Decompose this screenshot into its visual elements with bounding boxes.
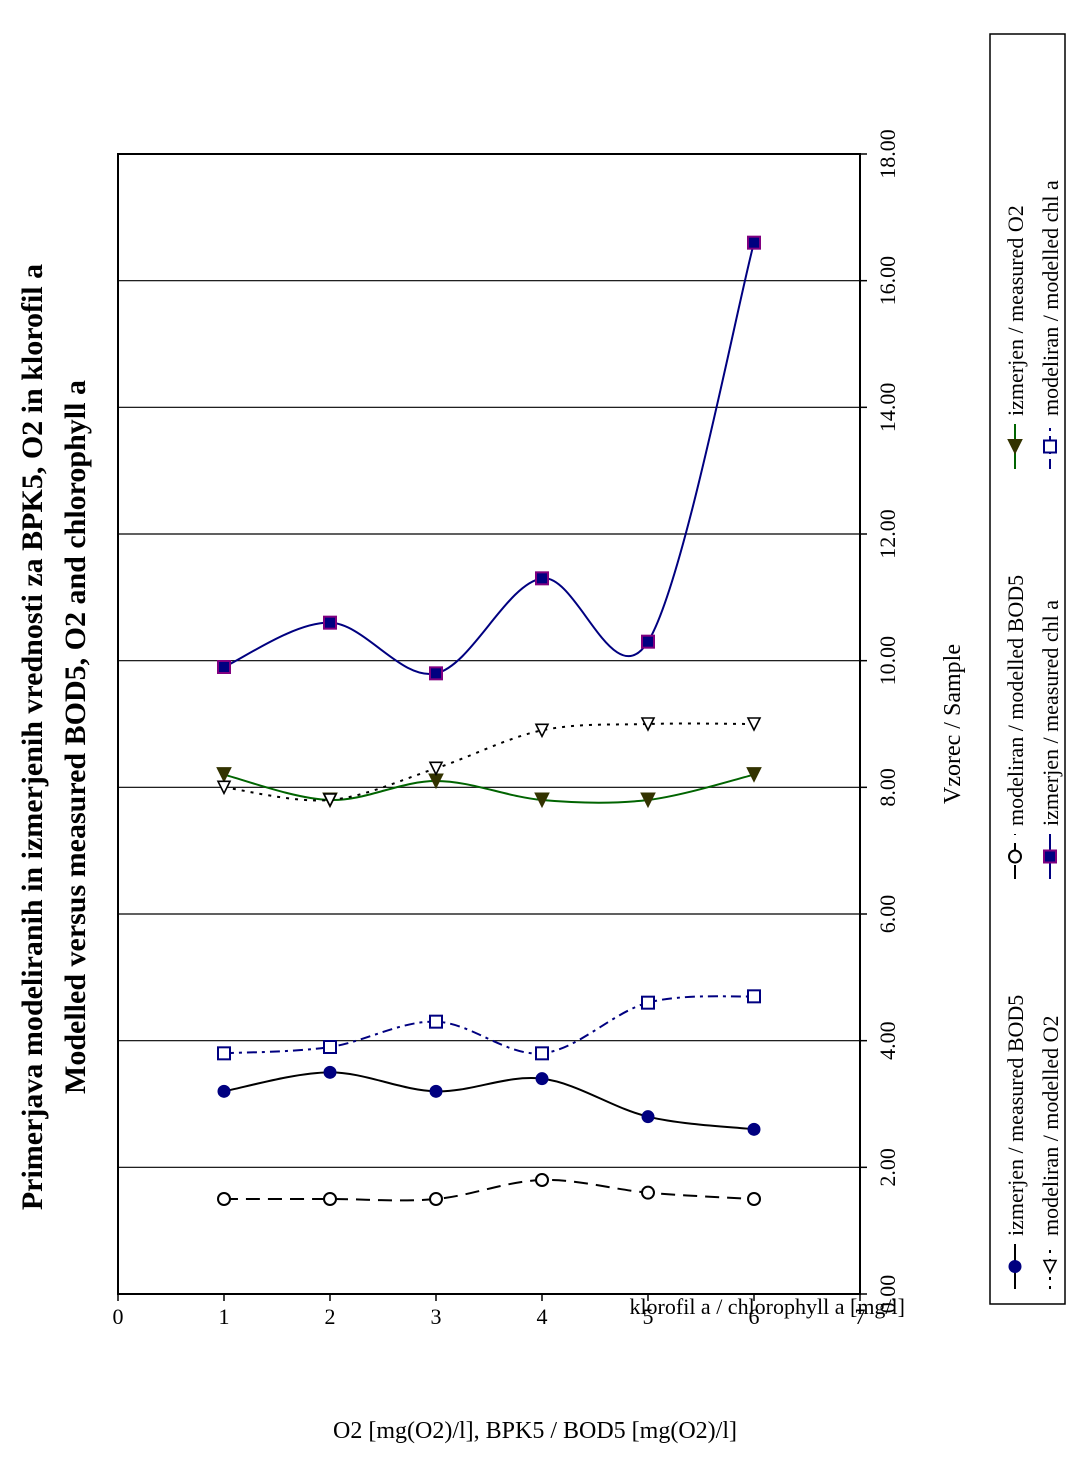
data-point-series-0 bbox=[323, 1065, 337, 1079]
x-tick-label: 6 bbox=[749, 1304, 760, 1329]
data-point-series-4 bbox=[429, 666, 443, 681]
data-point-series-5 bbox=[429, 1014, 443, 1029]
plot-area bbox=[117, 153, 861, 1295]
data-point-series-5 bbox=[323, 1040, 337, 1054]
data-point-series-2 bbox=[640, 792, 656, 809]
chart-subtitle: Modelled versus measured BOD5, O2 and ch… bbox=[59, 380, 92, 1094]
series-line-1 bbox=[223, 1178, 755, 1202]
data-point-series-0 bbox=[217, 1084, 231, 1098]
data-point-series-3 bbox=[534, 723, 550, 739]
data-point-series-1 bbox=[641, 1185, 655, 1200]
data-point-series-1 bbox=[323, 1192, 337, 1206]
series-line-0 bbox=[223, 1071, 755, 1131]
data-point-series-4 bbox=[323, 615, 337, 630]
data-point-series-2 bbox=[746, 767, 762, 783]
data-point-series-1 bbox=[747, 1192, 761, 1206]
data-point-series-3 bbox=[640, 717, 656, 732]
legend-entry: modeliran / modelled O2 bbox=[1038, 1015, 1063, 1236]
series-line-2 bbox=[223, 773, 755, 804]
data-point-series-4 bbox=[217, 660, 231, 674]
x-tick-label: 2 bbox=[325, 1304, 336, 1329]
data-point-series-4 bbox=[641, 634, 655, 649]
legend-entry: izmerjen / measured O2 bbox=[1003, 205, 1028, 416]
x-axis-label: Vzorec / Sample bbox=[940, 644, 966, 804]
y-tick-label: 16.00 bbox=[875, 256, 900, 306]
data-point-series-3 bbox=[216, 780, 232, 796]
x-tick-label: 1 bbox=[219, 1304, 230, 1329]
legend-entry: izmerjen / measured chl a bbox=[1038, 600, 1063, 826]
chart-title: Primerjava modeliranih in izmerjenih vre… bbox=[16, 264, 49, 1210]
data-point-series-4 bbox=[535, 571, 549, 586]
data-point-series-5 bbox=[641, 995, 655, 1010]
x-tick-label: 0 bbox=[113, 1304, 124, 1329]
y-tick-label: 10.00 bbox=[875, 636, 900, 686]
data-point-series-0 bbox=[535, 1072, 549, 1086]
legend-marker bbox=[1042, 1259, 1058, 1275]
data-point-series-0 bbox=[641, 1110, 655, 1124]
y-tick-label: 4.00 bbox=[875, 1021, 900, 1060]
series-line-5 bbox=[223, 995, 755, 1055]
x-tick-label: 4 bbox=[537, 1304, 548, 1329]
data-point-series-1 bbox=[429, 1192, 443, 1206]
data-point-series-3 bbox=[428, 761, 444, 777]
y-tick-label: 2.00 bbox=[875, 1148, 900, 1187]
legend-marker bbox=[1008, 849, 1022, 864]
x-tick-label: 7 bbox=[855, 1304, 866, 1329]
legend-entry: modeliran / modelled BOD5 bbox=[1003, 575, 1028, 826]
data-point-series-5 bbox=[535, 1046, 549, 1061]
legend-box bbox=[989, 33, 1066, 1305]
series-layer bbox=[216, 235, 762, 1206]
y-axis-label-chlorophyll: klorofil a / chlorophyll a [mg/l] bbox=[629, 1294, 905, 1319]
x-tick-label: 5 bbox=[643, 1304, 654, 1329]
legend-entry: modeliran / modelled chl a bbox=[1038, 180, 1063, 416]
y-tick-label: 12.00 bbox=[875, 509, 900, 559]
y-tick-label: 0.00 bbox=[875, 1275, 900, 1314]
data-point-series-3 bbox=[322, 793, 338, 808]
data-point-series-1 bbox=[217, 1192, 231, 1206]
legend-marker bbox=[1043, 849, 1057, 864]
data-point-series-1 bbox=[535, 1173, 549, 1187]
x-axis-ticks: 0 1 2 3 4 5 6 7 bbox=[113, 1294, 866, 1329]
data-point-series-3 bbox=[746, 717, 762, 732]
data-point-series-4 bbox=[747, 235, 761, 250]
data-point-series-5 bbox=[217, 1046, 231, 1061]
data-point-series-2 bbox=[216, 767, 232, 783]
y-tick-label: 8.00 bbox=[875, 768, 900, 807]
grid-lines bbox=[118, 280, 860, 1168]
y-tick-label: 14.00 bbox=[875, 383, 900, 433]
y-tick-label: 18.00 bbox=[875, 129, 900, 179]
y-axis-label-o2-bod: O2 [mg(O2)/l], BPK5 / BOD5 [mg(O2)/l] bbox=[333, 1418, 737, 1444]
data-point-series-2 bbox=[534, 792, 550, 809]
legend-entry: izmerjen / measured BOD5 bbox=[1003, 995, 1028, 1236]
legend-marker bbox=[1008, 1260, 1022, 1273]
y-axis-ticks: 0.00 2.00 4.00 6.00 8.00 10.00 12.00 14.00 16.00… bbox=[860, 129, 900, 1313]
x-tick-label: 3 bbox=[431, 1304, 442, 1329]
legend: izmerjen / measured BOD5 modeliran / mode… bbox=[1003, 180, 1063, 1289]
data-point-series-0 bbox=[747, 1122, 761, 1136]
legend-marker bbox=[1007, 439, 1023, 455]
y-tick-label: 6.00 bbox=[875, 895, 900, 934]
legend-marker bbox=[1043, 439, 1057, 454]
data-point-series-5 bbox=[747, 989, 761, 1004]
data-point-series-0 bbox=[429, 1084, 443, 1098]
